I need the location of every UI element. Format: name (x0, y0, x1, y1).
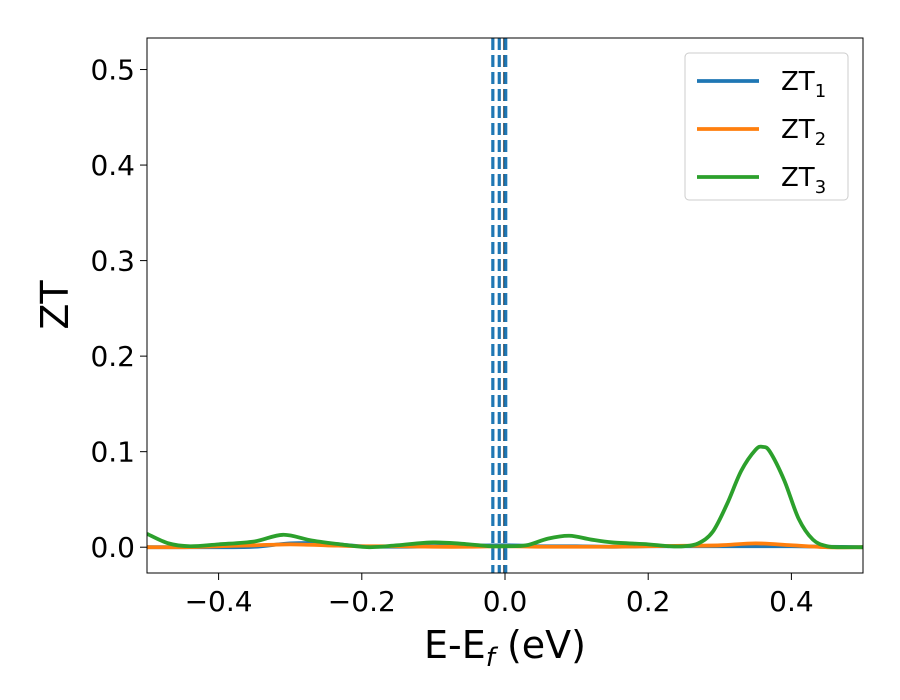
axis-ticks: −0.4 −0.2 0.0 0.2 0.4 0.0 0.1 0.2 0.3 0.4 0.5 (90, 54, 813, 618)
x-axis-label: E-Ef (eV) (424, 623, 586, 673)
legend-entry-zt3: ZT3 (781, 163, 826, 198)
plot-content (147, 38, 863, 573)
legend-entry-subscript: 3 (815, 177, 826, 198)
x-axis-label-unit: (eV) (495, 623, 586, 667)
x-tick-label: 0.0 (483, 585, 528, 618)
y-tick-label: 0.1 (90, 436, 135, 469)
y-axis-label: ZT (33, 280, 77, 330)
y-tick-label: 0.5 (90, 54, 135, 87)
legend-entry-zt2: ZT2 (781, 115, 826, 150)
x-tick-label: 0.4 (769, 585, 814, 618)
y-tick-label: 0.3 (90, 245, 135, 278)
y-tick-label: 0.4 (90, 149, 135, 182)
legend-entry-subscript: 1 (815, 81, 826, 102)
legend-box (684, 52, 849, 201)
x-tick-label: −0.2 (328, 585, 396, 618)
y-tick-label: 0.2 (90, 340, 135, 373)
x-tick-label: 0.2 (626, 585, 671, 618)
legend-entry-name: ZT (781, 115, 815, 145)
x-tick-label: −0.4 (185, 585, 253, 618)
y-tick-label: 0.0 (90, 531, 135, 564)
legend-entry-name: ZT (781, 67, 815, 97)
legend-entry-subscript: 2 (815, 129, 826, 150)
x-axis-label-main: E-E (424, 623, 486, 667)
legend-entry-zt1: ZT1 (781, 67, 826, 102)
series-line-zt3 (147, 444, 863, 550)
legend-entry-name: ZT (781, 163, 815, 193)
axis-labels: E-Ef (eV) ZT (33, 280, 586, 673)
